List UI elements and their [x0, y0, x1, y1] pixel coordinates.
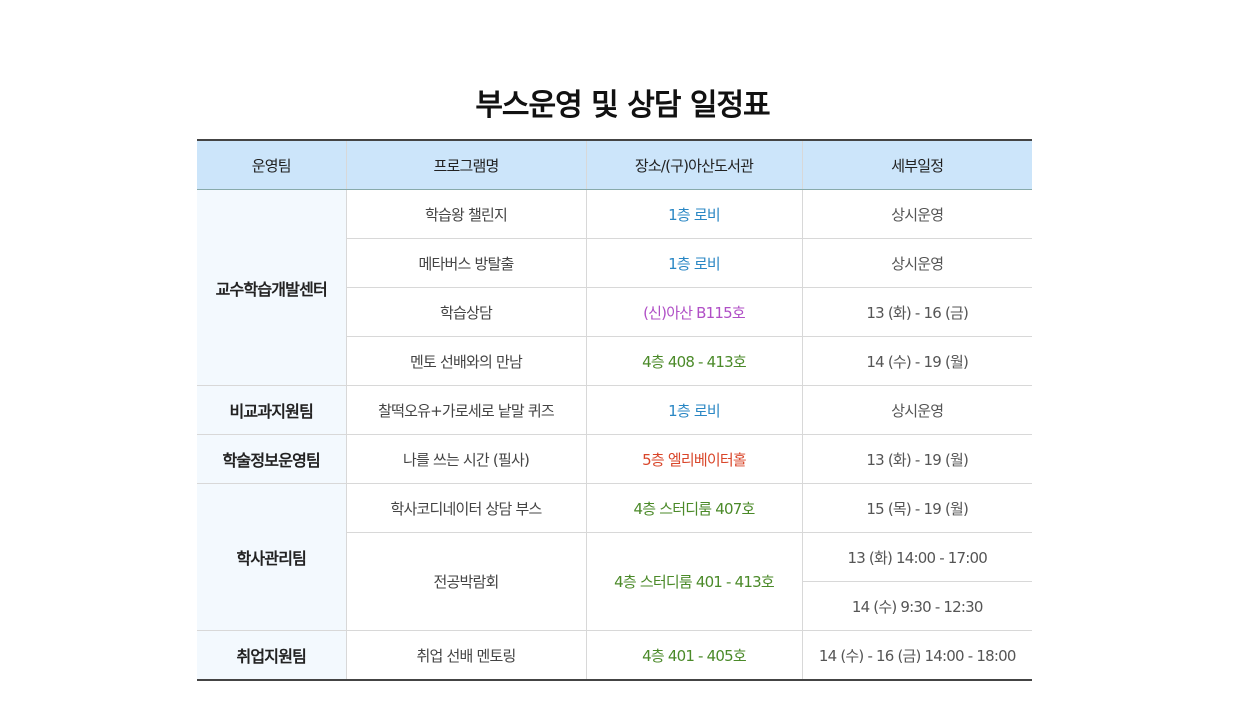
table-row: 전공박람회 4층 스터디룸 401 - 413호 13 (화) 14:00 - 17… [197, 532, 1032, 631]
title: 부스운영 및 상담 일정표 [475, 88, 770, 123]
location-cell: 1층 로비 [585, 238, 803, 288]
program-cell: 찰떡오유+가로세로 낱말 퀴즈 [345, 385, 587, 435]
table-row: 14 (수) 9:30 - 12:30 [197, 581, 1032, 631]
header-row: 운영팀 프로그램명 장소/(구)아산도서관 세부일정 [197, 139, 1032, 190]
program-cell: 전공박람회 [346, 532, 587, 631]
schedule-table: 운영팀 프로그램명 장소/(구)아산도서관 세부일정 교수학습개발센터 학습왕 챌린지 1… [197, 139, 1032, 681]
location-cell: (신)아산 B115호 [585, 287, 803, 337]
column-header: 세부일정 [801, 139, 1032, 190]
team-cell: 교수학습개발센터 [197, 189, 347, 386]
column-header: 프로그램명 [345, 139, 587, 190]
table-row: 메타버스 방탈출 1층 로비 상시운영 [197, 238, 1032, 288]
schedule-cell: 13 (화) - 16 (금) [801, 287, 1032, 337]
schedule-cell: 13 (화) - 19 (월) [801, 434, 1032, 484]
team-cell: 취업지원팀 [197, 630, 347, 681]
location-cell: 1층 로비 [585, 189, 803, 239]
program-cell: 학사코디네이터 상담 부스 [345, 483, 587, 533]
schedule-cell: 14 (수) - 19 (월) [801, 336, 1032, 386]
schedule-cell: 14 (수) - 16 (금) 14:00 - 18:00 [801, 630, 1032, 681]
location-cell: 4층 스터디룸 401 - 413호 [585, 532, 803, 631]
program-cell: 메타버스 방탈출 [346, 238, 587, 288]
team-cell: 비교과지원팀 [197, 385, 347, 435]
location-cell: 4층 408 - 413호 [585, 336, 803, 386]
program-cell: 학습상담 [346, 287, 587, 337]
location-cell: 4층 스터디룸 407호 [585, 483, 803, 533]
column-header: 운영팀 [197, 139, 347, 190]
program-cell: 취업 선배 멘토링 [345, 630, 587, 681]
schedule-cell: 14 (수) 9:30 - 12:30 [802, 581, 1032, 631]
schedule-cell: 15 (목) - 19 (월) [801, 483, 1032, 533]
table-row: 교수학습개발센터 학습왕 챌린지 1층 로비 상시운영 [197, 189, 1032, 386]
table-row: 학습상담 (신)아산 B115호 13 (화) - 16 (금) [197, 287, 1032, 337]
program-cell: 멘토 선배와의 만남 [346, 336, 587, 386]
column-header: 장소/(구)아산도서관 [585, 139, 803, 190]
program-cell: 나를 쓰는 시간 (필사) [345, 434, 587, 484]
team-cell: 학사관리팀 [197, 483, 347, 631]
program-cell: 학습왕 챌린지 [345, 189, 587, 239]
schedule-cell: 상시운영 [801, 189, 1032, 239]
table-row: 비교과지원팀 찰떡오유+가로세로 낱말 퀴즈 1층 로비 상시운영 [197, 385, 1032, 435]
location-cell: 5층 엘리베이터홀 [585, 434, 803, 484]
table-body: 교수학습개발센터 학습왕 챌린지 1층 로비 상시운영 메타버스 방탈출 1층 로비 상시운… [197, 189, 1032, 681]
team-cell: 학술정보운영팀 [197, 434, 347, 484]
table-row: 학사관리팀 학사코디네이터 상담 부스 4층 스터디룸 407호 15 (목) - 1… [197, 483, 1032, 631]
location-cell: 1층 로비 [585, 385, 803, 435]
table-row: 취업지원팀 취업 선배 멘토링 4층 401 - 405호 14 (수) - 16 (… [197, 630, 1032, 681]
location-cell: 4층 401 - 405호 [585, 630, 803, 681]
table-row: 학술정보운영팀 나를 쓰는 시간 (필사) 5층 엘리베이터홀 13 (화) - 19… [197, 434, 1032, 484]
schedule-cell: 13 (화) 14:00 - 17:00 [801, 532, 1032, 582]
schedule-cell: 상시운영 [801, 238, 1032, 288]
schedule-cell: 상시운영 [801, 385, 1032, 435]
